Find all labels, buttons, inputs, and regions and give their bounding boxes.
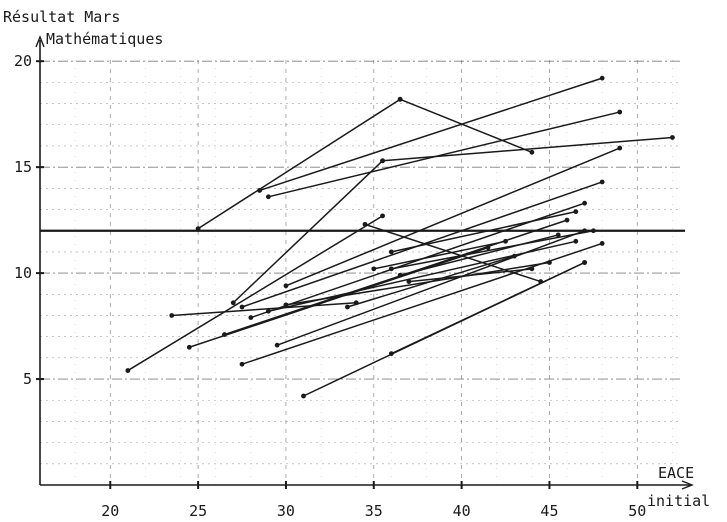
series-line	[382, 136, 673, 162]
x-axis-arrow-icon	[681, 480, 694, 490]
series-line	[127, 215, 383, 372]
tick-labels: 20 25 30 35 40 45 50 5 10 15 20	[14, 52, 646, 520]
x-tick-label: 25	[189, 502, 207, 520]
data-point	[248, 315, 254, 320]
data-point	[582, 260, 587, 265]
data-point	[547, 260, 552, 265]
series	[125, 75, 675, 399]
data-point	[388, 249, 394, 255]
data-point	[388, 351, 394, 357]
data-point	[582, 200, 587, 206]
data-point	[388, 266, 394, 272]
y-tick-label: 20	[14, 52, 32, 70]
series-line	[347, 255, 515, 308]
series-line	[285, 261, 550, 306]
data-point	[617, 109, 623, 115]
x-axis-label-line1: EACE	[658, 464, 694, 482]
data-point	[195, 226, 201, 231]
data-point	[222, 332, 227, 337]
data-point	[573, 238, 579, 244]
data-point	[274, 342, 280, 348]
data-point	[511, 253, 517, 259]
series-line	[391, 261, 585, 355]
y-axis-label-line2: Mathématiques	[46, 30, 163, 48]
data-point	[564, 217, 570, 223]
axes	[35, 35, 694, 490]
series-line	[232, 160, 384, 304]
series-line	[408, 268, 532, 283]
data-point	[555, 232, 561, 238]
y-axis-arrow-icon	[35, 35, 45, 48]
data-point	[599, 241, 605, 246]
data-point	[380, 158, 385, 164]
data-point	[397, 272, 403, 278]
data-point	[125, 368, 131, 373]
data-point	[230, 300, 236, 306]
series-line	[276, 230, 585, 346]
y-tick-label: 10	[14, 264, 32, 282]
data-point	[590, 228, 596, 234]
series-line	[399, 234, 559, 276]
series-line	[285, 147, 621, 287]
data-point	[599, 179, 605, 185]
series-line	[399, 98, 533, 154]
data-point	[529, 266, 535, 272]
data-point	[617, 145, 623, 151]
data-point	[503, 238, 508, 244]
y-tick-label: 15	[14, 158, 32, 176]
series-line	[259, 77, 603, 192]
data-point	[371, 266, 377, 272]
data-point	[406, 279, 412, 284]
data-point	[670, 135, 675, 140]
data-point	[301, 393, 306, 399]
data-point	[397, 96, 403, 102]
data-point	[257, 188, 262, 193]
x-tick-label: 30	[277, 502, 295, 520]
data-point	[599, 75, 605, 81]
data-point	[265, 194, 271, 200]
series-line	[189, 246, 489, 348]
series-line	[197, 98, 401, 230]
data-point	[169, 313, 175, 318]
data-point	[265, 308, 271, 314]
data-point	[186, 344, 192, 350]
data-point	[283, 302, 289, 308]
y-axis-label-line1: Résultat Mars	[3, 8, 120, 26]
series-line	[373, 240, 506, 270]
y-tick-label: 5	[23, 370, 32, 388]
data-point	[239, 304, 245, 310]
data-point	[239, 361, 245, 367]
series-line	[224, 219, 568, 336]
x-tick-label: 20	[101, 502, 119, 520]
x-tick-label: 45	[540, 502, 558, 520]
data-point	[573, 209, 579, 215]
x-tick-label: 40	[453, 502, 471, 520]
series-line	[268, 111, 620, 198]
data-point	[345, 304, 350, 310]
data-point	[380, 213, 385, 219]
x-tick-label: 35	[365, 502, 383, 520]
series-line	[171, 302, 357, 317]
data-point	[283, 283, 289, 289]
x-axis-label-line2: initial	[647, 492, 710, 510]
data-point	[529, 149, 535, 155]
x-tick-label: 50	[628, 502, 646, 520]
series-line	[391, 229, 594, 270]
series-line	[391, 210, 576, 253]
